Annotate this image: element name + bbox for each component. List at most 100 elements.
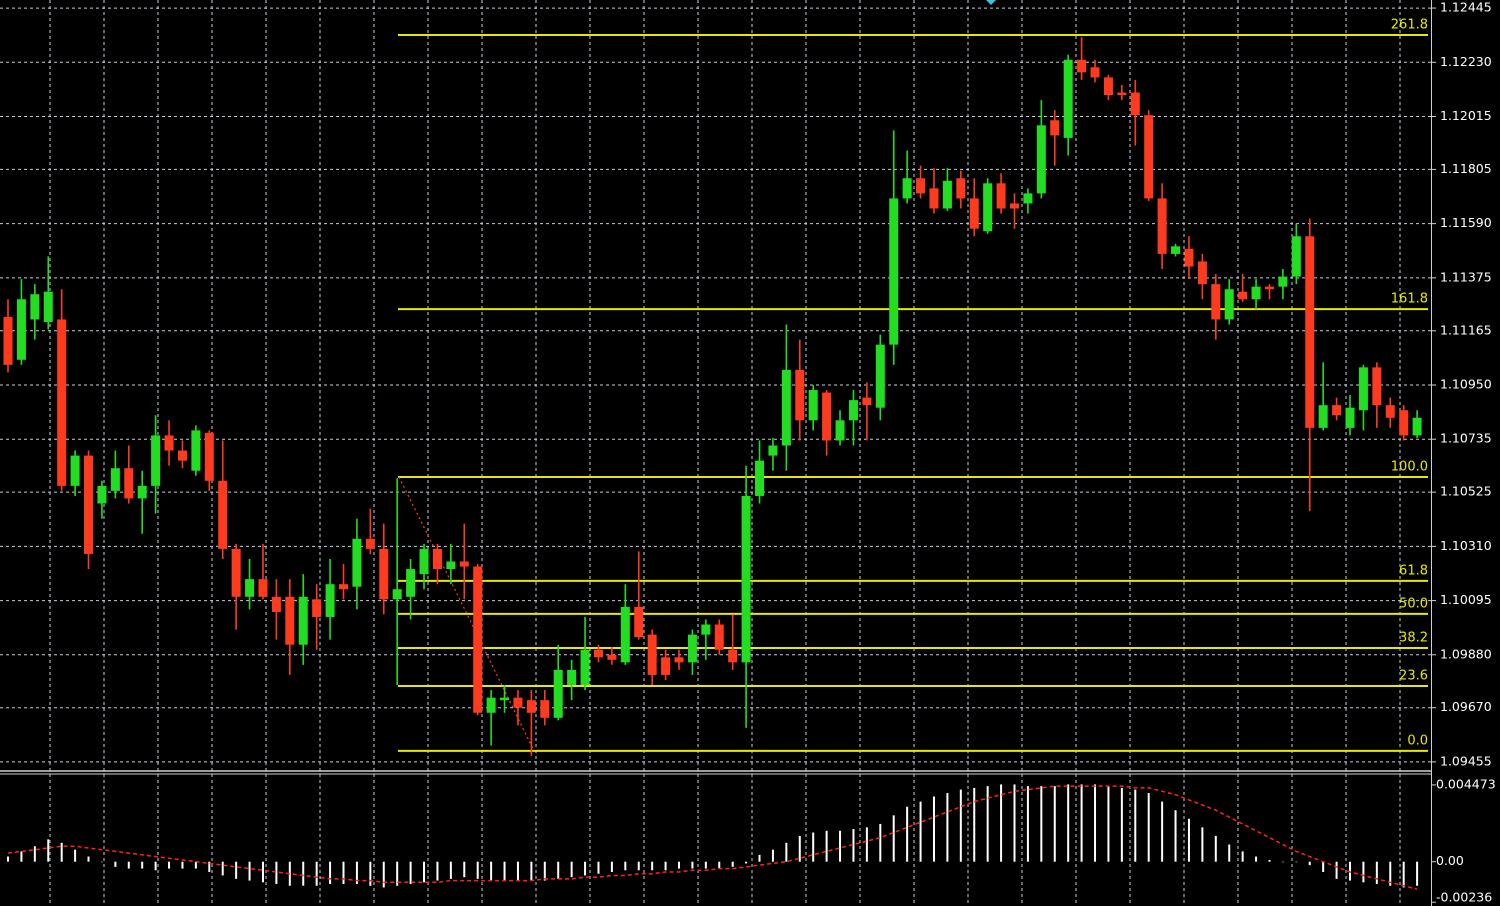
y-tick-label: 1.09455 [1440, 753, 1492, 768]
candle-body [513, 697, 523, 708]
histogram-bar [463, 861, 466, 878]
histogram-bar [1040, 786, 1043, 862]
histogram-bar [637, 861, 640, 871]
candle-body [687, 634, 697, 663]
histogram-bar [745, 861, 748, 864]
histogram-bar [691, 861, 694, 869]
histogram-bar [557, 861, 560, 879]
fib-label: 61.8 [1399, 563, 1428, 578]
histogram-bar [946, 793, 949, 862]
y-tick-label: 1.11590 [1440, 215, 1492, 230]
histogram-bar [919, 801, 922, 862]
candle-body [1251, 286, 1261, 300]
candle-body [1332, 405, 1342, 416]
histogram-bar [1214, 835, 1217, 862]
candle-body [593, 649, 603, 658]
candle-body [1412, 417, 1422, 436]
histogram-bar [302, 861, 305, 886]
histogram-bar [7, 856, 9, 862]
fib-label: 100.0 [1391, 460, 1428, 475]
candle-body [16, 299, 26, 360]
candle-body [1144, 115, 1154, 199]
candle-body [406, 569, 416, 597]
histogram-bar [1402, 861, 1405, 888]
candle-body [862, 397, 872, 406]
fib-label: 23.6 [1399, 669, 1428, 684]
candle-body [473, 566, 483, 713]
histogram-bar [570, 861, 573, 878]
candle-body [218, 480, 228, 549]
histogram-bar [1187, 818, 1190, 862]
candle-body [808, 390, 818, 421]
y-tick-label: 1.09880 [1440, 646, 1492, 661]
candle-body [43, 291, 53, 322]
histogram-bar [1161, 801, 1164, 862]
histogram-bar [1281, 861, 1284, 863]
candle-body [567, 669, 577, 686]
histogram-bar [771, 849, 774, 862]
y-tick-label: 1.10525 [1440, 484, 1492, 499]
candle-body [889, 198, 899, 345]
histogram-bar [449, 861, 452, 879]
candle-body [661, 657, 671, 675]
histogram-bar [1067, 784, 1070, 862]
candle-body [996, 183, 1006, 209]
candle-body [848, 400, 858, 421]
fib-label: 0.0 [1407, 733, 1428, 748]
histogram-bar [114, 861, 117, 867]
y-tick-label: 1.09670 [1440, 699, 1492, 714]
candle-body [1171, 246, 1181, 254]
y-tick-label: 1.12445 [1440, 0, 1492, 15]
signal-line [7, 785, 1418, 890]
histogram-bar [543, 861, 546, 881]
histogram-bar [369, 861, 372, 886]
candle-body [902, 178, 912, 199]
histogram-bar [610, 861, 613, 873]
candle-body [1050, 120, 1060, 136]
histogram-bar [248, 861, 251, 881]
candle-body [137, 485, 147, 499]
y-tick-label: -0.00236 [1436, 890, 1492, 905]
candle-body [875, 344, 885, 408]
fib-anchor-line [398, 476, 535, 752]
histogram-bar [852, 829, 855, 862]
candle-body [607, 654, 617, 660]
candle-body [271, 596, 281, 612]
histogram-bar [315, 861, 318, 886]
candle-body [1036, 125, 1046, 194]
candle-body [795, 369, 805, 421]
histogram-bar [839, 830, 842, 862]
candle-body [1023, 193, 1033, 204]
histogram-bar [1026, 786, 1029, 862]
histogram-bar [154, 861, 157, 871]
candle-body [191, 430, 201, 471]
candle-body [1278, 276, 1288, 287]
candle-body [1345, 407, 1355, 428]
grid [0, 0, 1431, 906]
histogram-bar [1107, 786, 1110, 862]
histogram-bar [798, 835, 801, 862]
histogram-bar [1255, 856, 1258, 862]
histogram-bar [503, 861, 506, 881]
candle-body [298, 596, 308, 645]
candle-body [956, 178, 966, 199]
fib-label: 38.2 [1399, 630, 1428, 645]
histogram-bar [1308, 861, 1311, 866]
histogram-bar [1335, 861, 1338, 879]
candle-body [379, 548, 389, 600]
candle-body [1291, 236, 1301, 277]
histogram-bar [704, 861, 707, 869]
candle-body [245, 579, 255, 597]
candle-body [620, 606, 630, 663]
histogram-bar [1228, 844, 1231, 862]
histogram-bar [20, 851, 23, 862]
candle-body [486, 697, 496, 713]
histogram-bar [355, 861, 358, 885]
y-tick-label: 1.11375 [1440, 269, 1492, 284]
histogram-bar [1120, 787, 1123, 862]
candle-body [714, 624, 724, 650]
histogram-bar [194, 861, 197, 869]
candle-body [768, 445, 778, 456]
candle-body [84, 455, 94, 554]
